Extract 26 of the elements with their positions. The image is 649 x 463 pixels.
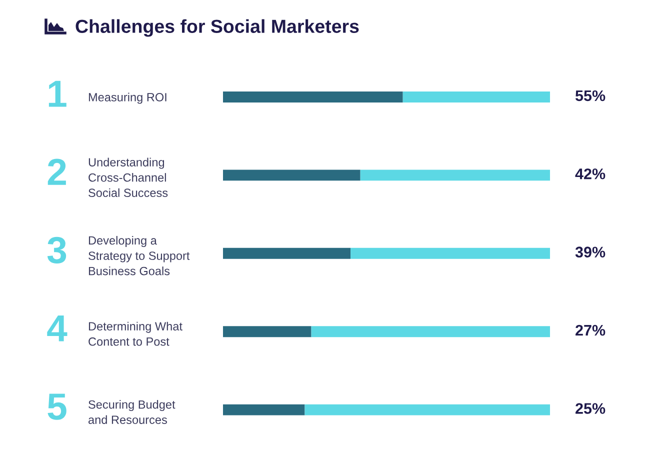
y-tick-label: Securing Budget and Resources	[88, 400, 176, 424]
data-label: 27%	[576, 324, 606, 336]
data-label: 55%	[575, 90, 606, 102]
bar	[360, 170, 550, 181]
data-label: 25%	[576, 403, 606, 414]
bar	[223, 92, 403, 102]
bar	[223, 326, 312, 338]
bar	[350, 248, 550, 259]
chart-title: Challenges for Social Marketers	[76, 19, 359, 37]
bar	[223, 170, 360, 181]
y-tick-label: Determining What Content to Post	[88, 322, 182, 346]
bar	[402, 92, 550, 102]
text: 1	[48, 80, 66, 107]
text: 5	[48, 394, 66, 420]
data-label: 39%	[575, 246, 606, 258]
y-tick-label: Understanding Cross-Channel Social Success	[88, 158, 168, 198]
bar	[223, 248, 351, 259]
y-tick-label: Developing a Strategy to Support Business Goals	[88, 236, 190, 276]
text: 3	[47, 236, 66, 264]
bar	[223, 404, 305, 416]
text: 2	[48, 158, 66, 185]
text: 4	[47, 316, 68, 342]
bar	[304, 404, 550, 416]
y-tick-label: Measuring ROI	[88, 92, 166, 104]
data-label: 42%	[575, 168, 606, 180]
bar	[311, 326, 550, 338]
